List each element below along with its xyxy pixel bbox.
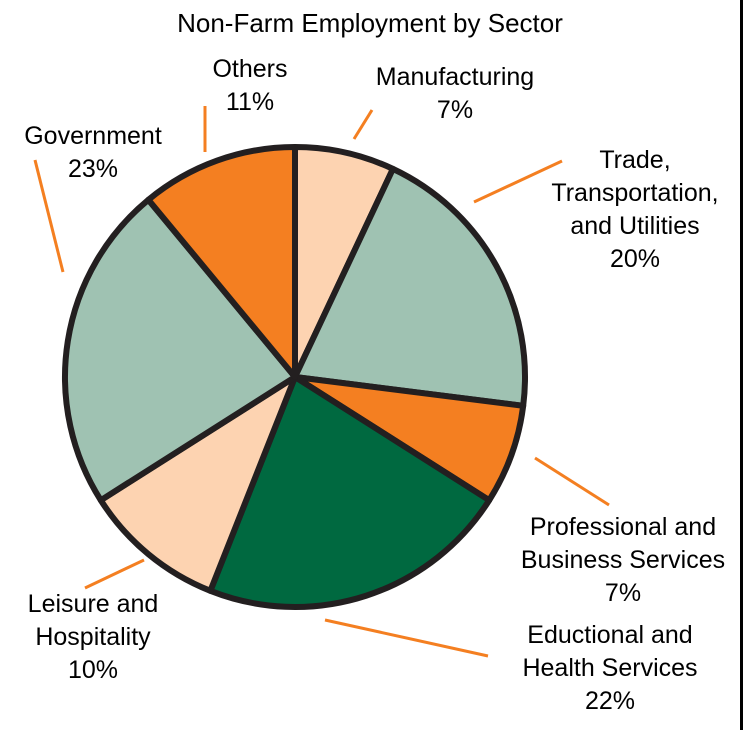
slice-value-label: 10%: [68, 656, 118, 684]
slice-value-label: 20%: [610, 245, 660, 273]
slice-label-3: Professional and Business Services 7%: [521, 513, 725, 607]
chart-title: Non-Farm Employment by Sector: [177, 8, 563, 38]
slice-name-line: Leisure and: [28, 590, 159, 618]
leader-line-3: [534, 456, 610, 507]
slice-name-line: Transportation,: [551, 179, 718, 207]
slice-label-4: Eductional and Health Services 22%: [522, 621, 697, 715]
slice-name-line: Business Services: [521, 546, 725, 574]
frame-edge: [740, 0, 743, 730]
slice-label-7: Others 11%: [212, 55, 287, 116]
leader-line-5: [84, 558, 145, 590]
slice-name-line: Professional and: [530, 513, 716, 541]
slice-label-5: Leisure and Hospitality 10%: [28, 590, 159, 684]
slice-labels: Manufacturing 7% Trade, Transportation, and …: [24, 55, 725, 715]
leader-line-6: [33, 159, 65, 273]
pie-slice-2: [292, 165, 528, 409]
slice-value-label: 11%: [226, 88, 274, 116]
slice-value-label: 7%: [437, 96, 473, 124]
leader-lines: [33, 106, 610, 658]
pie-slices: [62, 144, 528, 610]
slice-name-line: Eductional and: [527, 621, 692, 649]
pie-slice-6: [62, 196, 298, 504]
leader-line-4: [324, 618, 489, 658]
slice-name-line: Manufacturing: [376, 63, 534, 91]
leader-line-2: [473, 159, 563, 204]
slice-name-line: Trade,: [599, 146, 670, 174]
slice-name-line: and Utilities: [570, 212, 699, 240]
slice-label-6: Government 23%: [24, 122, 162, 183]
leader-line-1: [352, 109, 374, 140]
slice-value-label: 7%: [605, 579, 641, 607]
slice-value-label: 22%: [585, 687, 635, 715]
slice-label-1: Manufacturing 7%: [376, 63, 534, 124]
slice-name-line: Health Services: [522, 654, 697, 682]
slice-name-line: Government: [24, 122, 162, 150]
pie-slice-7: [145, 144, 298, 380]
pie-slice-4: [207, 374, 493, 610]
slice-label-2: Trade, Transportation, and Utilities 20%: [551, 146, 718, 273]
slice-name-line: Others: [212, 55, 287, 83]
pie-slice-5: [97, 374, 298, 594]
slice-value-label: 23%: [68, 155, 118, 183]
slice-name-line: Hospitality: [35, 623, 151, 651]
